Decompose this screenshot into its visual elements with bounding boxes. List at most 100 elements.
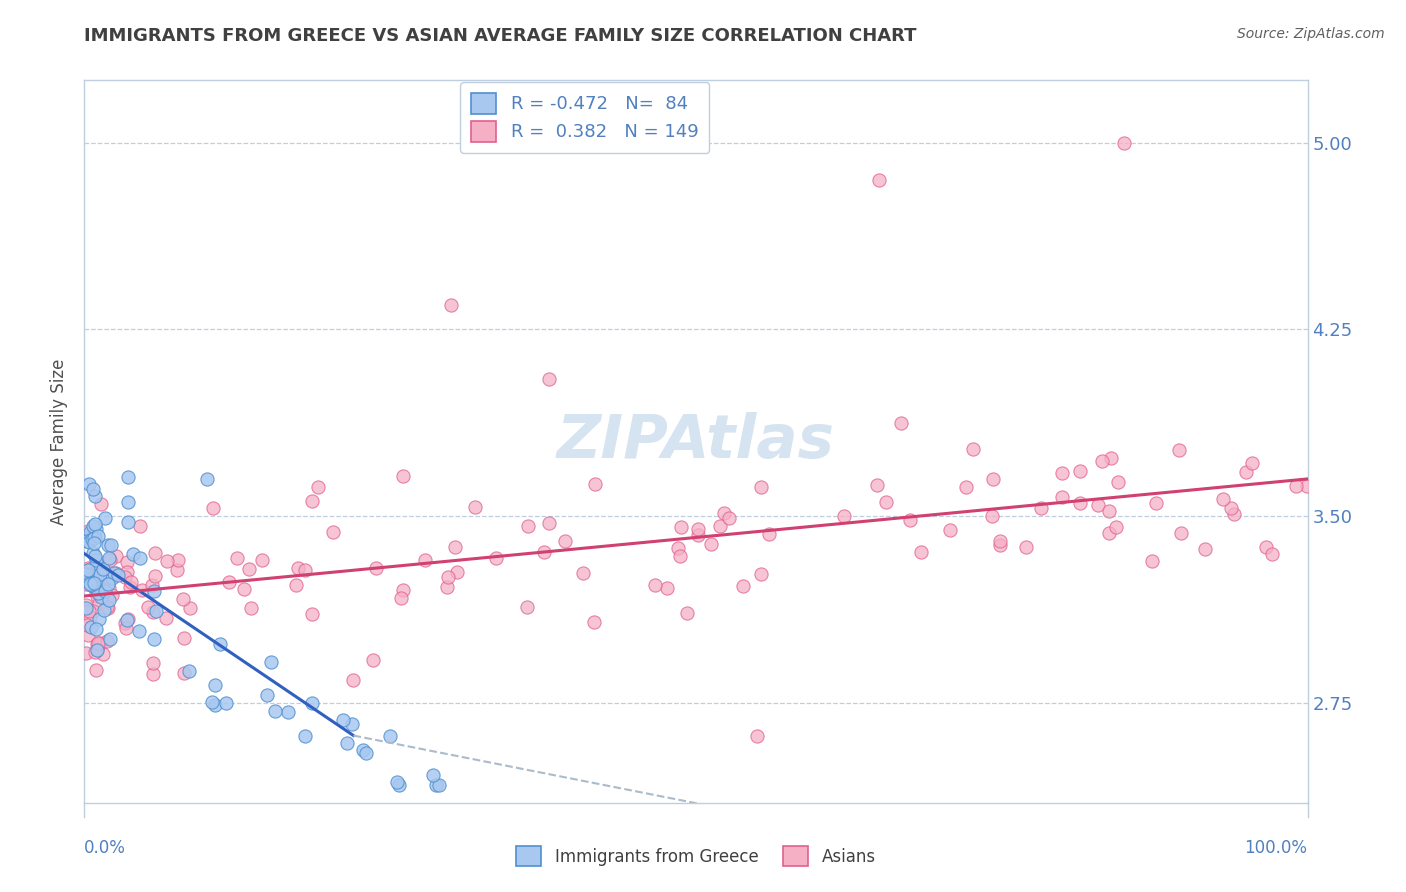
Point (79, 562, 101, 576)
Point (117, 612, 139, 626)
Point (128, 519, 150, 533)
Point (84, 522, 107, 536)
Point (392, 469, 415, 483)
Point (1170, 525, 1192, 540)
Text: ZIPAtlas: ZIPAtlas (557, 412, 835, 471)
Point (143, 584, 166, 599)
Point (84, 645, 107, 659)
Point (443, 540, 465, 554)
Point (709, 518, 731, 533)
Point (1144, 496, 1167, 510)
Point (1240, 456, 1263, 470)
Point (981, 508, 1004, 523)
Point (93, 584, 115, 599)
Point (77, 535, 100, 549)
Point (389, 591, 412, 605)
Point (84, 622, 107, 636)
Point (733, 579, 755, 593)
Point (554, 533, 576, 548)
Point (1087, 498, 1109, 512)
Point (962, 442, 984, 456)
Point (301, 607, 323, 621)
Legend: Immigrants from Greece, Asians: Immigrants from Greece, Asians (508, 838, 884, 874)
Point (101, 589, 124, 603)
Point (204, 677, 226, 691)
Point (87, 635, 110, 649)
Point (82, 533, 104, 547)
Point (380, 729, 402, 743)
Point (749, 566, 772, 581)
Point (77, 604, 100, 618)
Text: 0.0%: 0.0% (84, 838, 127, 857)
Point (284, 578, 307, 592)
Point (117, 470, 139, 484)
Point (114, 615, 136, 630)
Point (583, 477, 606, 491)
Point (537, 516, 560, 531)
Point (101, 571, 124, 585)
Point (675, 607, 697, 621)
Point (354, 746, 377, 760)
Point (981, 472, 1004, 486)
Point (84, 489, 107, 503)
Point (142, 632, 165, 647)
Point (91, 562, 114, 576)
Point (446, 565, 468, 579)
Point (141, 578, 163, 592)
Point (392, 582, 415, 597)
Point (1099, 450, 1122, 465)
Point (83, 549, 105, 563)
Point (955, 480, 977, 494)
Point (413, 553, 436, 567)
Point (516, 599, 538, 614)
Point (464, 500, 486, 515)
Point (666, 541, 689, 556)
Point (582, 615, 605, 630)
Point (1219, 501, 1241, 516)
Point (713, 506, 735, 520)
Point (516, 519, 538, 533)
Point (988, 538, 1011, 552)
Point (80, 578, 103, 592)
Point (322, 525, 344, 540)
Point (1223, 507, 1246, 521)
Point (82, 483, 104, 497)
Point (86, 637, 108, 651)
Point (86, 590, 108, 604)
Point (84, 585, 107, 599)
Point (79, 524, 101, 539)
Point (202, 500, 225, 515)
Point (82, 604, 104, 618)
Point (1050, 490, 1073, 504)
Point (77, 560, 100, 574)
Point (294, 563, 316, 577)
Point (277, 706, 299, 720)
Point (115, 621, 138, 635)
Point (75, 567, 97, 582)
Point (1091, 454, 1114, 468)
Point (82, 519, 104, 533)
Point (1107, 475, 1129, 489)
Point (87, 564, 110, 578)
Point (117, 495, 139, 509)
Point (1168, 442, 1191, 457)
Point (898, 513, 921, 527)
Point (669, 520, 692, 534)
Point (644, 577, 666, 591)
Point (104, 566, 127, 581)
Point (1098, 526, 1121, 541)
Point (77, 477, 100, 491)
Point (1140, 554, 1163, 568)
Point (142, 666, 165, 681)
Point (538, 372, 561, 386)
Point (75, 601, 97, 615)
Point (195, 472, 218, 486)
Point (238, 561, 260, 575)
Point (96, 634, 118, 648)
Point (105, 549, 128, 564)
Point (294, 729, 316, 743)
Point (340, 716, 363, 731)
Text: IMMIGRANTS FROM GREECE VS ASIAN AVERAGE FAMILY SIZE CORRELATION CHART: IMMIGRANTS FROM GREECE VS ASIAN AVERAGE … (84, 27, 917, 45)
Point (832, 508, 855, 523)
Point (91, 647, 114, 661)
